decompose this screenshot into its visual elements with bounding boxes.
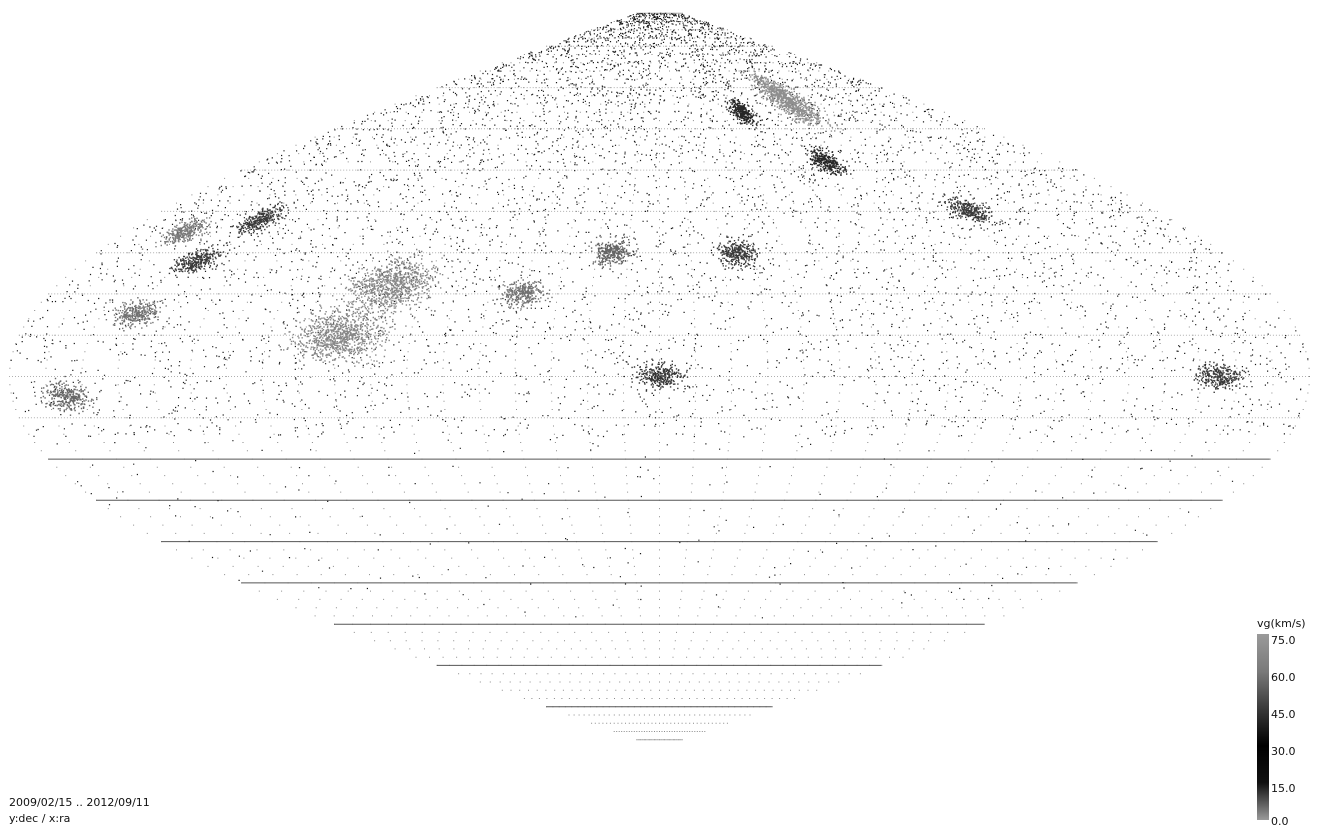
radiant-cluster [627, 358, 691, 395]
axes-caption: y:dec / x:ra [9, 812, 71, 825]
radiant-cluster [141, 217, 222, 250]
declination-lines [9, 45, 1309, 708]
date-range-caption: 2009/02/15 .. 2012/09/11 [9, 796, 150, 809]
radiant-cluster [168, 240, 236, 278]
background-points [10, 12, 1309, 619]
radiant-clusters [33, 51, 1252, 416]
colorbar-gradient [1257, 634, 1269, 820]
radiant-cluster [496, 277, 553, 310]
radiant-cluster [724, 87, 763, 131]
colorbar-tick: 60.0 [1271, 671, 1296, 684]
radiant-cluster [33, 377, 98, 416]
colorbar-tick: 75.0 [1271, 634, 1296, 647]
colorbar-tick: 30.0 [1271, 745, 1296, 758]
colorbar-tick: 45.0 [1271, 708, 1296, 721]
radiant-cluster [588, 233, 638, 270]
background-point-set [10, 12, 1309, 619]
colorbar-tick: 15.0 [1271, 782, 1296, 795]
radiant-cluster [229, 201, 297, 236]
colorbar-title: vg(km/s) [1257, 617, 1306, 630]
radiant-cluster [301, 248, 454, 324]
radiant-cluster [803, 145, 852, 176]
radiant-cluster [268, 287, 407, 378]
radiant-cluster [722, 51, 844, 143]
radiant-cluster [931, 193, 1006, 230]
radiant-cluster [706, 234, 773, 271]
radiant-cluster [105, 299, 182, 335]
radiant-cluster [1189, 359, 1252, 407]
colorbar-tick: 0.0 [1271, 815, 1289, 828]
